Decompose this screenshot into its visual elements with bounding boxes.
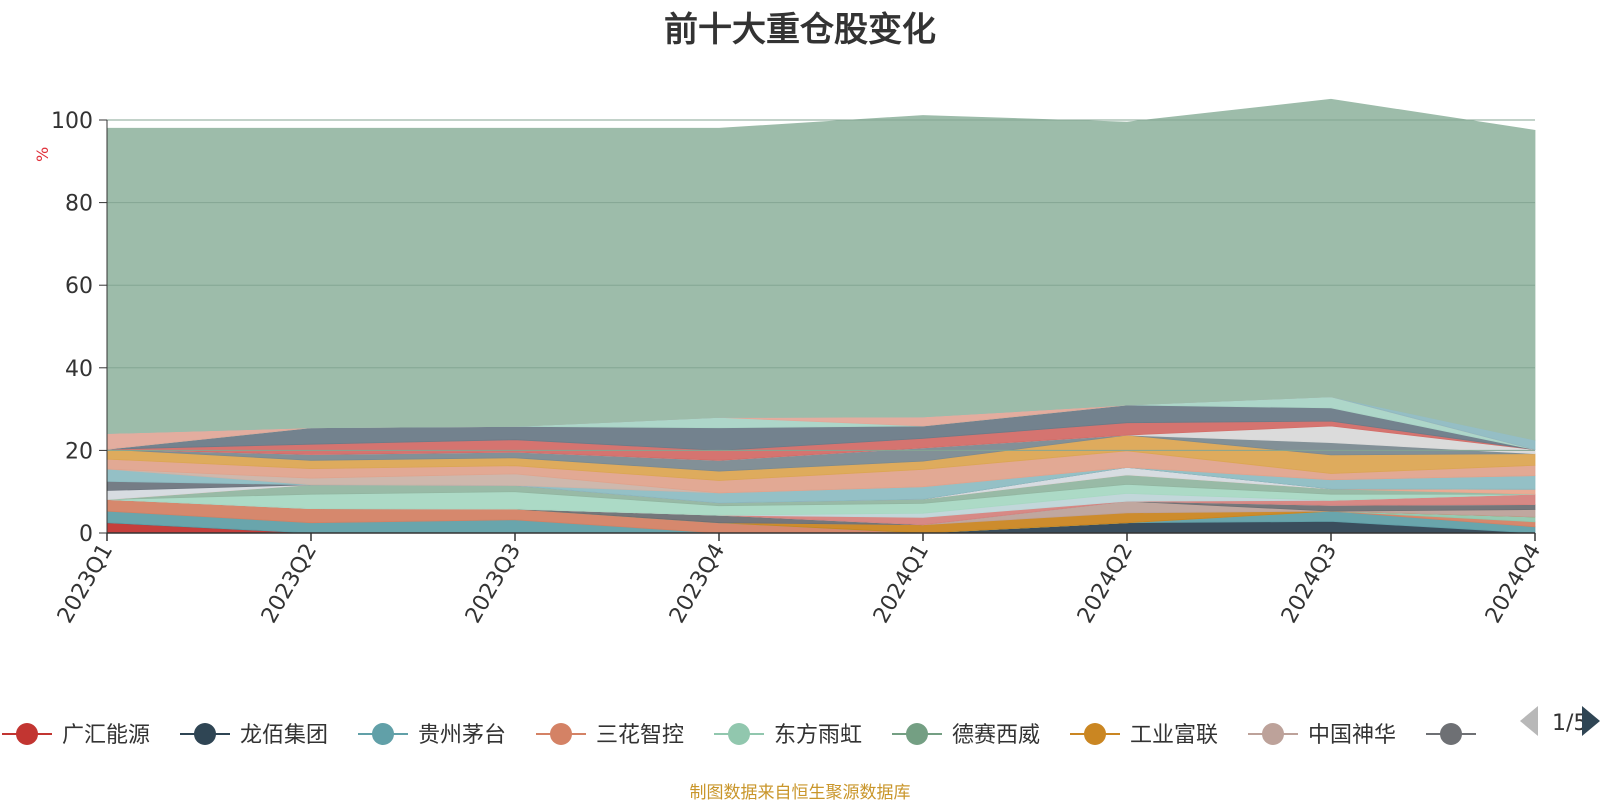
legend-prev-icon[interactable] — [1520, 706, 1538, 736]
stacked-area-layer — [106, 98, 1536, 534]
y-tick-label: 60 — [65, 274, 93, 299]
x-tick-label: 2023Q1 — [53, 540, 118, 628]
y-tick-label: 0 — [79, 522, 93, 547]
legend-pager: 1/5 — [1520, 706, 1600, 736]
legend[interactable]: 广汇能源 龙佰集团 贵州茅台 三花智控 东方雨虹 德赛西威 工业富联 中国神华 — [2, 723, 1476, 748]
legend-marker — [906, 723, 928, 745]
y-tick-label: 40 — [65, 357, 93, 382]
legend-item[interactable]: 中国神华 — [1248, 723, 1396, 748]
legend-marker — [1262, 723, 1284, 745]
x-tick-label: 2024Q4 — [1481, 540, 1546, 628]
legend-page-indicator: 1/5 — [1552, 711, 1587, 736]
area-series-28 — [106, 98, 1536, 441]
legend-item[interactable]: 工业富联 — [1070, 723, 1218, 748]
legend-marker — [194, 723, 216, 745]
legend-item[interactable]: 广汇能源 — [2, 723, 150, 748]
y-axis-label: % — [33, 147, 52, 162]
legend-label: 东方雨虹 — [774, 723, 862, 748]
chart-title: 前十大重仓股变化 — [664, 10, 936, 50]
legend-marker — [1084, 723, 1106, 745]
legend-label: 工业富联 — [1130, 723, 1218, 748]
legend-item[interactable]: 贵州茅台 — [358, 723, 506, 748]
legend-label: 中国神华 — [1308, 723, 1396, 748]
legend-item[interactable]: 德赛西威 — [892, 723, 1040, 748]
legend-marker — [16, 723, 38, 745]
legend-marker — [550, 723, 572, 745]
x-tick-label: 2023Q2 — [257, 540, 322, 628]
legend-label: 贵州茅台 — [418, 723, 506, 748]
legend-label: 三花智控 — [596, 723, 684, 748]
legend-marker — [1440, 723, 1462, 745]
grid-lines — [107, 119, 1535, 451]
legend-item[interactable]: 三花智控 — [536, 723, 684, 748]
x-tick-label: 2024Q2 — [1073, 540, 1138, 628]
legend-label: 龙佰集团 — [240, 723, 328, 748]
legend-item[interactable]: 龙佰集团 — [180, 723, 328, 748]
x-tick-label: 2023Q3 — [461, 540, 526, 628]
x-tick-label: 2024Q3 — [1277, 540, 1342, 628]
legend-marker — [372, 723, 394, 745]
legend-item[interactable]: 东方雨虹 — [714, 723, 862, 748]
legend-marker — [728, 723, 750, 745]
legend-label: 广汇能源 — [62, 723, 150, 748]
legend-label: 德赛西威 — [952, 723, 1040, 748]
y-tick-label: 100 — [51, 109, 93, 134]
y-tick-label: 20 — [65, 439, 93, 464]
y-tick-label: 80 — [65, 192, 93, 217]
legend-next-icon[interactable] — [1582, 706, 1600, 736]
data-source-note: 制图数据来自恒生聚源数据库 — [689, 783, 911, 803]
legend-item-partial[interactable] — [1426, 723, 1476, 745]
x-tick-label: 2024Q1 — [869, 540, 934, 628]
x-tick-label: 2023Q4 — [665, 540, 730, 628]
